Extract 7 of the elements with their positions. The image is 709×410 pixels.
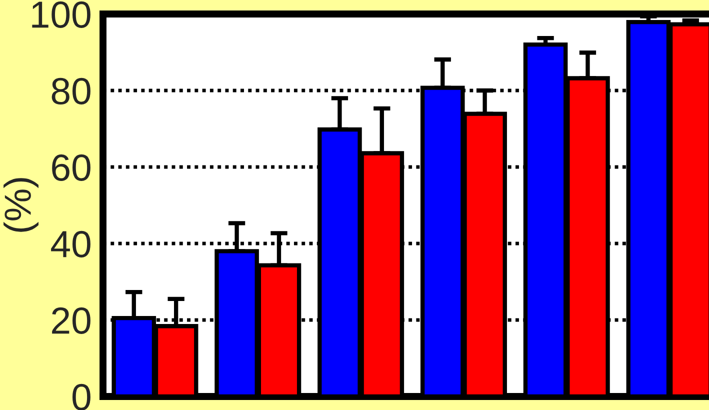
y-tick-label: 20 xyxy=(52,307,90,334)
y-tick-label: 100 xyxy=(32,1,90,28)
y-tick-label: 80 xyxy=(52,78,90,104)
y-tick-label: 0 xyxy=(72,384,90,410)
y-tick-label: 60 xyxy=(52,154,90,181)
y-tick-label: 40 xyxy=(51,230,90,258)
y-axis-title: (%) xyxy=(4,178,38,232)
